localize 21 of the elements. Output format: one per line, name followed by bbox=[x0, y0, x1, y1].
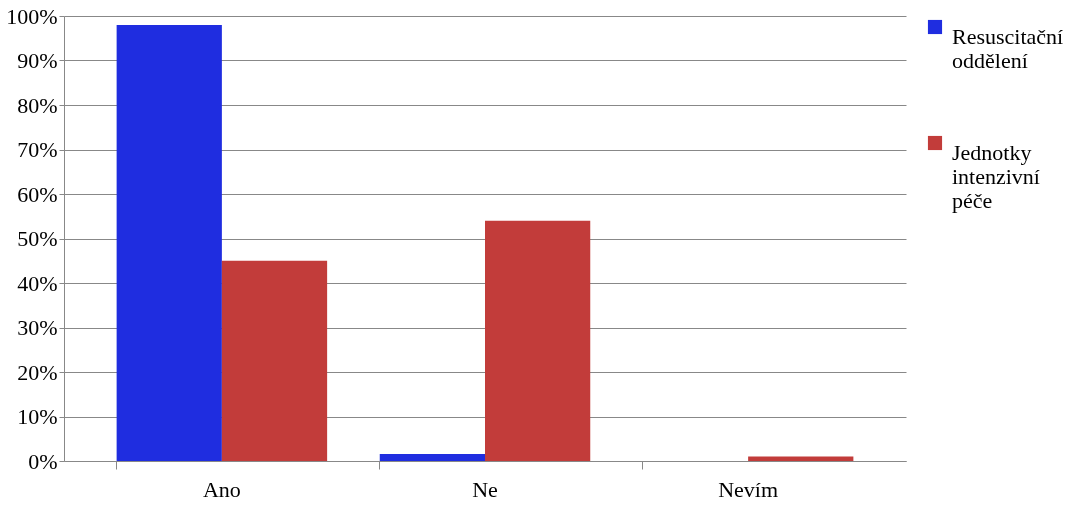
bar bbox=[485, 220, 591, 461]
legend-label: Jednotky intenzivní péče bbox=[952, 140, 1040, 213]
y-tick-label: 90% bbox=[17, 48, 58, 73]
x-tick-label: Nevím bbox=[718, 476, 779, 502]
x-tick-label: Ne bbox=[472, 476, 498, 502]
x-tick-label: Ano bbox=[202, 476, 241, 502]
y-tick-label: 70% bbox=[17, 137, 58, 162]
y-tick-label: 100% bbox=[6, 3, 58, 29]
bar bbox=[116, 24, 222, 461]
bar bbox=[379, 453, 485, 461]
legend-label: Resuscitační oddělení bbox=[952, 24, 1064, 73]
y-tick-label: 30% bbox=[17, 315, 58, 340]
bar bbox=[221, 260, 328, 461]
y-tick-label: 10% bbox=[17, 404, 58, 429]
y-tick-label: 50% bbox=[17, 226, 58, 251]
y-tick-label: 40% bbox=[17, 270, 58, 296]
bar bbox=[748, 456, 854, 461]
y-tick-label: 60% bbox=[17, 181, 58, 207]
y-tick-label: 20% bbox=[17, 359, 58, 385]
y-tick-label: 0% bbox=[28, 448, 58, 474]
y-tick-label: 80% bbox=[17, 92, 58, 118]
